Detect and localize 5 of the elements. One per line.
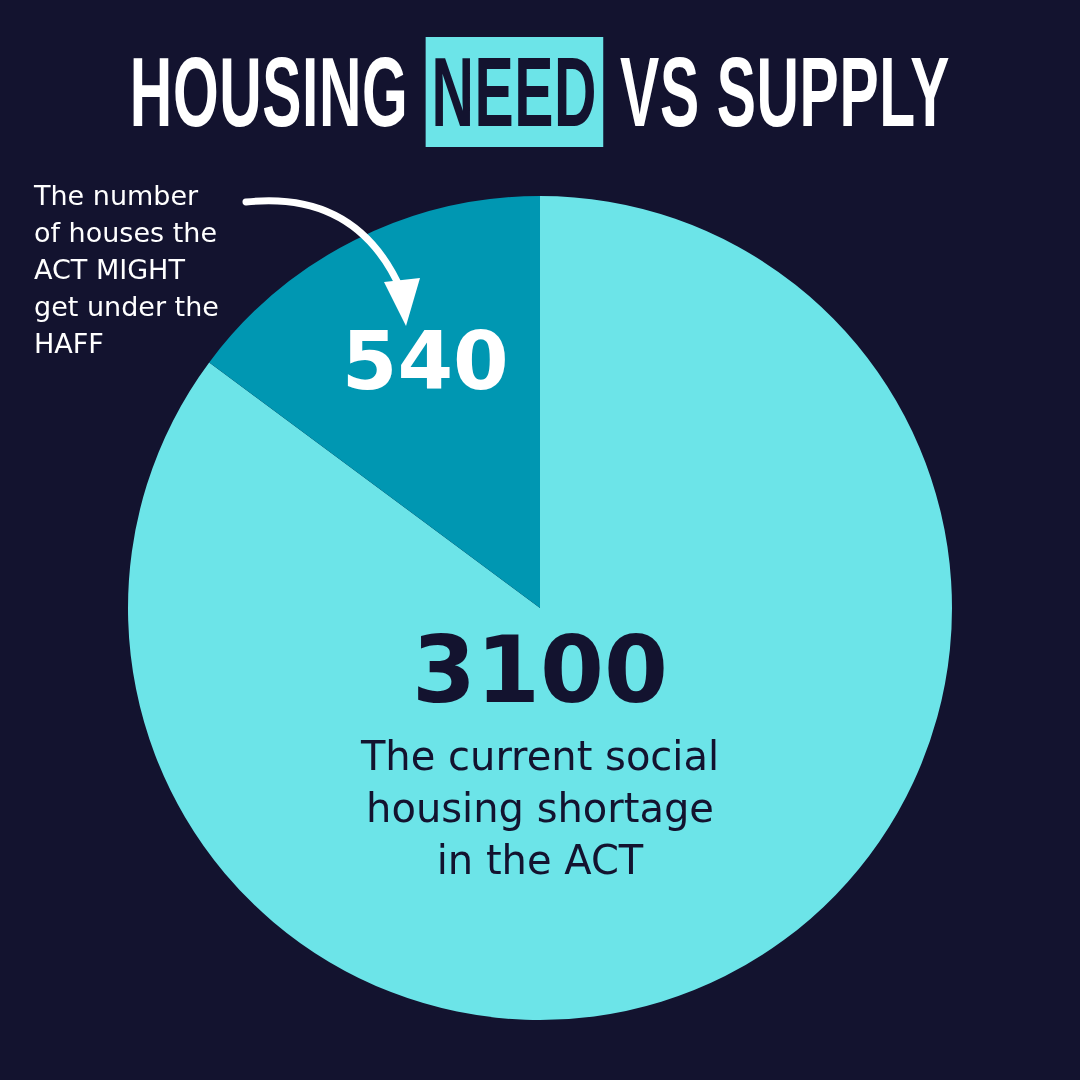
data-label: 540 [341,314,509,408]
slice-label: The number of houses the ACT MIGHT get under the HAFF [33,180,219,360]
chart-title: HOUSING NEED VS SUPPLY [129,37,951,147]
data-label: 3100 [411,616,669,724]
slice-label: The current social housing shortage in the ACT [359,733,720,884]
